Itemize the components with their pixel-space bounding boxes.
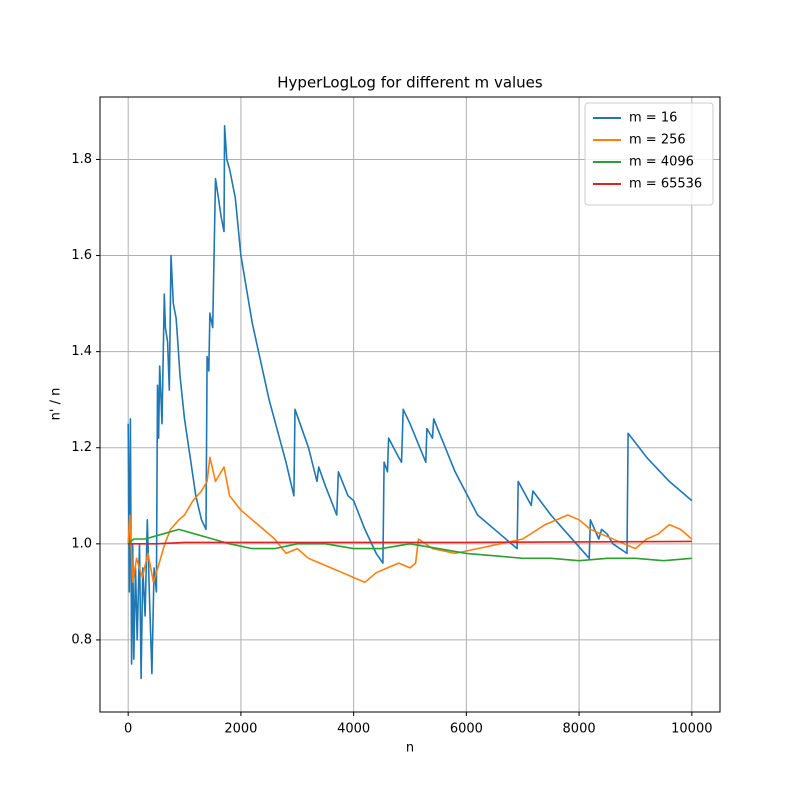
- legend-label: m = 256: [629, 133, 686, 148]
- x-tick-label: 2000: [224, 722, 257, 737]
- x-tick-label: 0: [124, 722, 132, 737]
- x-tick-label: 8000: [563, 722, 596, 737]
- x-tick-label: 10000: [671, 722, 712, 737]
- legend-box: [584, 102, 714, 206]
- x-tick-label: 4000: [337, 722, 370, 737]
- legend-label: m = 16: [629, 111, 677, 126]
- y-tick-label: 1.6: [71, 248, 92, 263]
- series-line: [128, 540, 692, 545]
- legend-label: m = 4096: [629, 155, 694, 170]
- x-axis-label: n: [406, 741, 414, 756]
- x-tick-label: 6000: [450, 722, 483, 737]
- y-tick-label: 1.4: [71, 344, 92, 359]
- y-tick-label: 1.8: [71, 152, 92, 167]
- plot-frame: [99, 96, 721, 713]
- series-line: [127, 528, 692, 562]
- legend-label: m = 65536: [629, 177, 702, 192]
- y-tick-label: 0.8: [71, 632, 92, 647]
- y-tick-label: 1.0: [71, 536, 92, 551]
- y-tick-label: 1.2: [71, 440, 92, 455]
- y-axis-label: n' / n: [49, 388, 64, 421]
- series-line: [127, 125, 693, 680]
- chart-title: HyperLogLog for different m values: [277, 74, 543, 92]
